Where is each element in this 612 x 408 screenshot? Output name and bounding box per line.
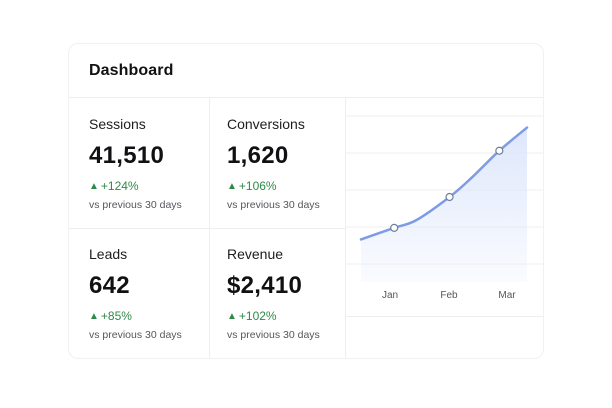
metric-value: $2,410 (227, 272, 303, 299)
x-tick-label: Feb (440, 290, 458, 301)
metric-value: 1,620 (227, 142, 289, 169)
metric-subtext: vs previous 30 days (227, 199, 320, 211)
metric-sessions[interactable]: Sessions 41,510 ▲ +124% vs previous 30 da… (89, 116, 229, 246)
metric-delta: ▲ +124% (89, 179, 139, 193)
divider (345, 98, 346, 358)
data-point (495, 146, 504, 155)
trend-chart-svg: Jan Feb Mar (345, 115, 543, 301)
metric-delta: ▲ +106% (227, 179, 277, 193)
metric-label: Revenue (227, 246, 284, 262)
metric-value: 41,510 (89, 142, 165, 169)
metric-delta-value: +124% (100, 179, 139, 193)
trend-chart: Jan Feb Mar (345, 98, 543, 316)
metric-delta-value: +102% (238, 309, 277, 323)
metric-label: Sessions (89, 116, 146, 132)
triangle-up-icon: ▲ (89, 311, 99, 322)
metric-subtext: vs previous 30 days (227, 329, 320, 341)
metric-label: Leads (89, 246, 128, 262)
metric-subtext: vs previous 30 days (89, 199, 182, 211)
metric-conversions[interactable]: Conversions 1,620 ▲ +106% vs previous 30 … (227, 116, 367, 246)
x-tick-label: Jan (382, 290, 398, 301)
triangle-up-icon: ▲ (227, 181, 237, 192)
data-point (390, 223, 399, 232)
chart-area-fill (361, 127, 527, 282)
metric-delta: ▲ +102% (227, 309, 277, 323)
metric-delta-value: +106% (238, 179, 277, 193)
page-title: Dashboard (89, 62, 174, 79)
data-point (445, 192, 454, 202)
x-tick-label: Mar (498, 290, 516, 301)
card-header: Dashboard (69, 44, 543, 98)
metric-label: Conversions (227, 116, 305, 132)
divider (345, 316, 543, 317)
triangle-up-icon: ▲ (227, 311, 237, 322)
triangle-up-icon: ▲ (89, 181, 99, 192)
metric-subtext: vs previous 30 days (89, 329, 182, 341)
metric-delta: ▲ +85% (89, 309, 132, 323)
metric-revenue[interactable]: Revenue $2,410 ▲ +102% vs previous 30 day… (227, 246, 367, 358)
metric-leads[interactable]: Leads 642 ▲ +85% vs previous 30 days (89, 246, 229, 358)
dashboard-card: Dashboard Sessions 41,510 ▲ +124% vs prev… (68, 43, 544, 359)
metric-value: 642 (89, 272, 130, 299)
divider (69, 228, 345, 229)
metric-delta-value: +85% (100, 309, 132, 323)
